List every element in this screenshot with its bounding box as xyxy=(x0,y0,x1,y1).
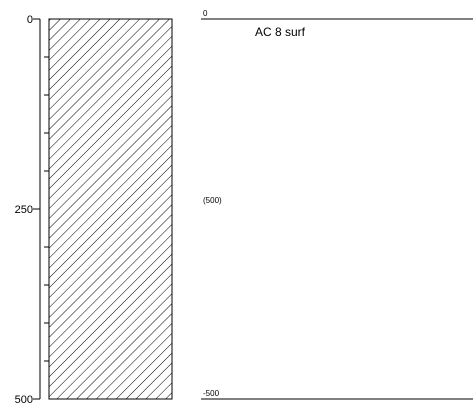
layer-thickness-label: (500) xyxy=(203,196,222,205)
depth-axis: 0 250 500 xyxy=(15,14,49,405)
layer-annotation: 0 AC 8 surf (500) -500 xyxy=(201,9,473,400)
hatched-layer-column xyxy=(48,18,173,400)
depth-tick-label: 250 xyxy=(15,204,33,216)
layer-top-label: 0 xyxy=(203,9,208,18)
depth-tick-label: 0 xyxy=(27,14,33,26)
layer-description: AC 8 surf xyxy=(255,25,306,39)
layer-bottom-label: -500 xyxy=(203,389,220,398)
depth-tick-label: 500 xyxy=(15,394,33,405)
